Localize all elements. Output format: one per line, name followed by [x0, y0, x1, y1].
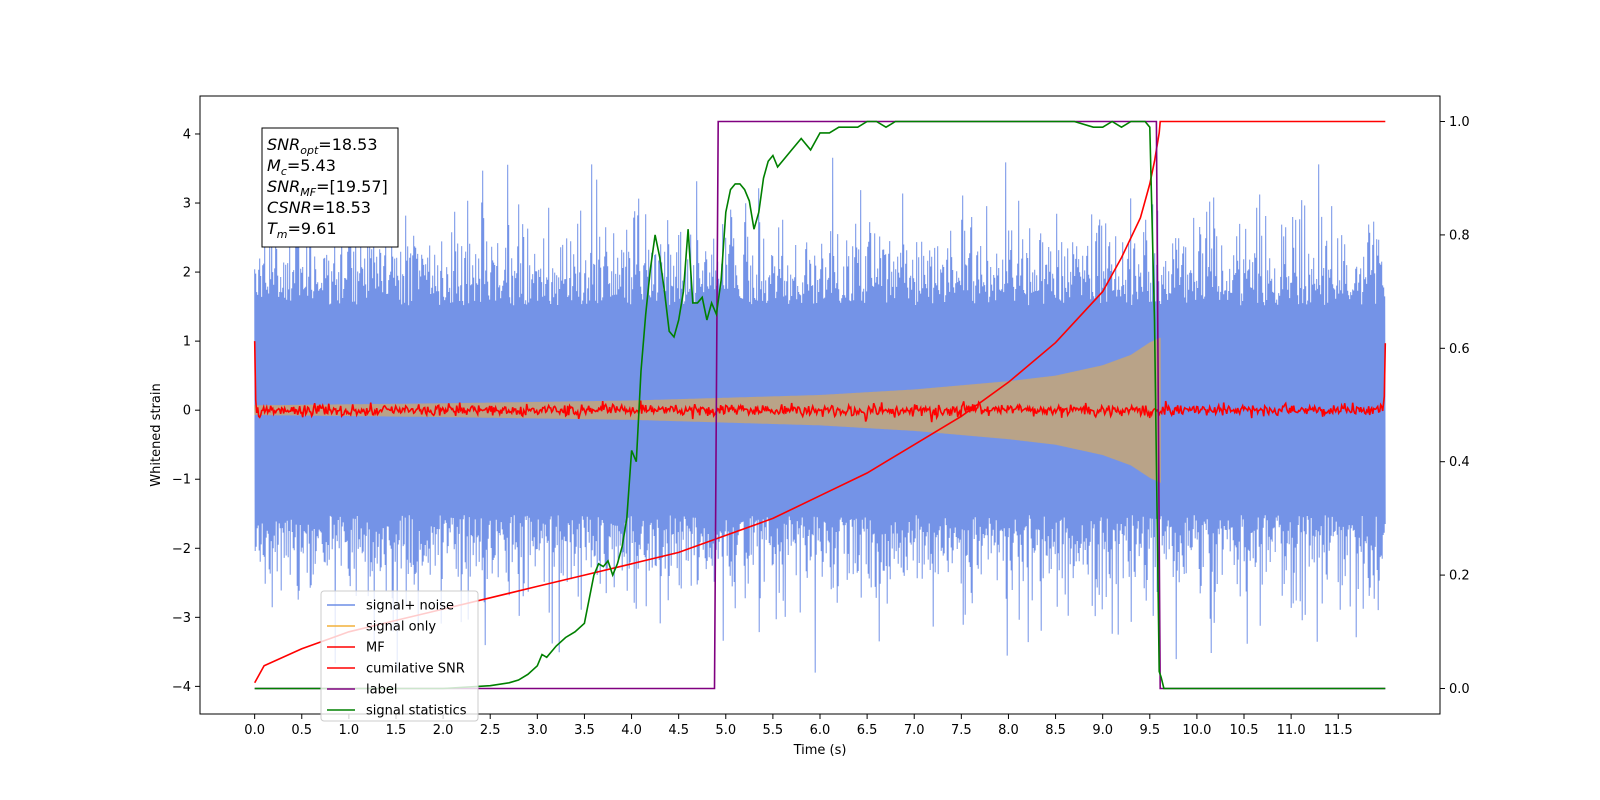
- annotation-value: =18.53: [312, 198, 371, 217]
- annotation-line: SNRMF=[19.57]: [267, 177, 388, 199]
- y-tick-label: 1: [183, 335, 191, 350]
- series-line-signal-statistics: [254, 120, 1386, 690]
- x-tick-label: 11.0: [1277, 723, 1306, 738]
- x-tick-label: 5.0: [715, 723, 736, 738]
- x-tick-label: 10.0: [1182, 723, 1211, 738]
- annotation-value: =9.61: [288, 219, 337, 238]
- y-tick-label: 4: [183, 127, 191, 142]
- y-tick-label: 0: [183, 404, 191, 419]
- x-tick-label: 9.5: [1139, 723, 1160, 738]
- series-mf: [253, 341, 1387, 423]
- x-tick-label: 3.5: [574, 723, 595, 738]
- x-tick-label: 0.0: [244, 723, 265, 738]
- annotation-subscript: m: [277, 228, 288, 241]
- y2-tick-label: 0.8: [1449, 228, 1470, 243]
- annotation-value: =[19.57]: [316, 177, 388, 196]
- annotation-subscript: opt: [300, 144, 319, 157]
- x-tick-label: 11.5: [1324, 723, 1353, 738]
- x-axis: 0.0 0.5 1.0 1.5 2.0 2.5 3.0 3.5 4.0 4.5 5.0 5.5 6.0 6…: [244, 714, 1353, 738]
- annotation-subscript: MF: [300, 186, 316, 199]
- annotation-symbol: SNR: [267, 177, 300, 196]
- legend-entry: signal statistics: [366, 704, 467, 719]
- legend-entry: cumilative SNR: [366, 662, 465, 677]
- x-tick-label: 3.0: [527, 723, 548, 738]
- x-tick-label: 6.0: [810, 723, 831, 738]
- legend-entry: label: [366, 683, 397, 698]
- y-tick-label: 2: [183, 266, 191, 281]
- x-tick-label: 10.5: [1230, 723, 1259, 738]
- x-tick-label: 2.0: [433, 723, 454, 738]
- x-tick-label: 1.0: [339, 723, 360, 738]
- x-tick-label: 9.0: [1092, 723, 1113, 738]
- y-tick-label: 3: [183, 197, 191, 212]
- y2-tick-label: 0.0: [1449, 682, 1470, 697]
- annotation-symbol: T: [267, 219, 278, 238]
- x-tick-label: 7.5: [951, 723, 972, 738]
- x-tick-label: 1.5: [386, 723, 407, 738]
- y-tick-label: −2: [172, 542, 191, 557]
- legend-entry: signal+ noise: [366, 599, 454, 614]
- series-line-mf: [253, 341, 1387, 423]
- y-tick-label: −1: [172, 473, 191, 488]
- y2-tick-label: 0.4: [1449, 455, 1470, 470]
- x-tick-label: 8.5: [1045, 723, 1066, 738]
- x-tick-label: 8.0: [998, 723, 1019, 738]
- x-tick-label: 4.0: [621, 723, 642, 738]
- x-tick-label: 7.0: [904, 723, 925, 738]
- legend-entry: signal only: [366, 620, 436, 635]
- y2-tick-label: 0.6: [1449, 342, 1470, 357]
- legend: signal+ noise signal only MF cumilative SNR…: [320, 590, 479, 722]
- x-tick-label: 4.5: [668, 723, 689, 738]
- x-tick-label: 5.5: [763, 723, 784, 738]
- annotation-value: =18.53: [318, 135, 377, 154]
- annotation-line: CSNR=18.53: [267, 198, 371, 217]
- annotation-subscript: c: [281, 165, 287, 178]
- x-tick-label: 2.5: [480, 723, 501, 738]
- x-tick-label: 0.5: [291, 723, 312, 738]
- annotation-line: Mc=5.43: [267, 156, 336, 178]
- legend-entry: MF: [366, 641, 385, 656]
- annotation-symbol: CSNR: [267, 198, 312, 217]
- y-axis-right: 0.0 0.2 0.4 0.6 0.8 1.0: [1440, 115, 1470, 697]
- annotation-box: SNRopt=18.53Mc=5.43SNRMF=[19.57]CSNR=18.…: [261, 127, 399, 248]
- y-axis-label: Whitened strain: [149, 383, 164, 486]
- annotation-symbol: SNR: [267, 135, 300, 154]
- y2-tick-label: 0.2: [1449, 569, 1470, 584]
- y2-tick-label: 1.0: [1449, 115, 1470, 130]
- annotation-symbol: M: [267, 156, 281, 175]
- series-signal-statistics: [254, 120, 1386, 690]
- y-axis-left: −4 −3 −2 −1 0 1 2 3 4: [172, 127, 200, 695]
- x-axis-label: Time (s): [793, 743, 847, 758]
- x-tick-label: 6.5: [857, 723, 878, 738]
- annotation-line: Tm=9.61: [267, 219, 337, 241]
- annotation-value: =5.43: [287, 156, 336, 175]
- annotation-line: SNRopt=18.53: [267, 135, 378, 157]
- y-tick-label: −4: [172, 680, 191, 695]
- y-tick-label: −3: [172, 611, 191, 626]
